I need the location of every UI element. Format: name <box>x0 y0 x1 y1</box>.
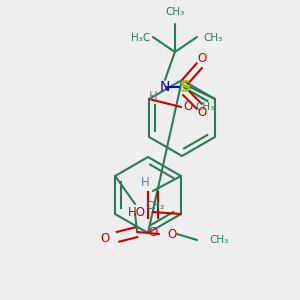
Text: CH₃: CH₃ <box>195 102 214 112</box>
Text: O: O <box>148 226 158 239</box>
Text: H: H <box>140 176 149 190</box>
Text: CH₃: CH₃ <box>203 33 223 43</box>
Text: HO: HO <box>128 206 146 218</box>
Text: H₃C: H₃C <box>131 33 151 43</box>
Text: O: O <box>197 52 206 65</box>
Text: O: O <box>100 232 110 245</box>
Text: N: N <box>160 80 170 94</box>
Text: O: O <box>197 106 206 119</box>
Text: S: S <box>179 80 191 94</box>
Text: CH₂: CH₂ <box>145 201 164 211</box>
Text: O: O <box>183 100 192 113</box>
Text: H: H <box>148 91 157 103</box>
Text: O: O <box>167 227 176 241</box>
Text: CH₃: CH₃ <box>165 7 184 17</box>
Text: CH₃: CH₃ <box>209 235 228 245</box>
